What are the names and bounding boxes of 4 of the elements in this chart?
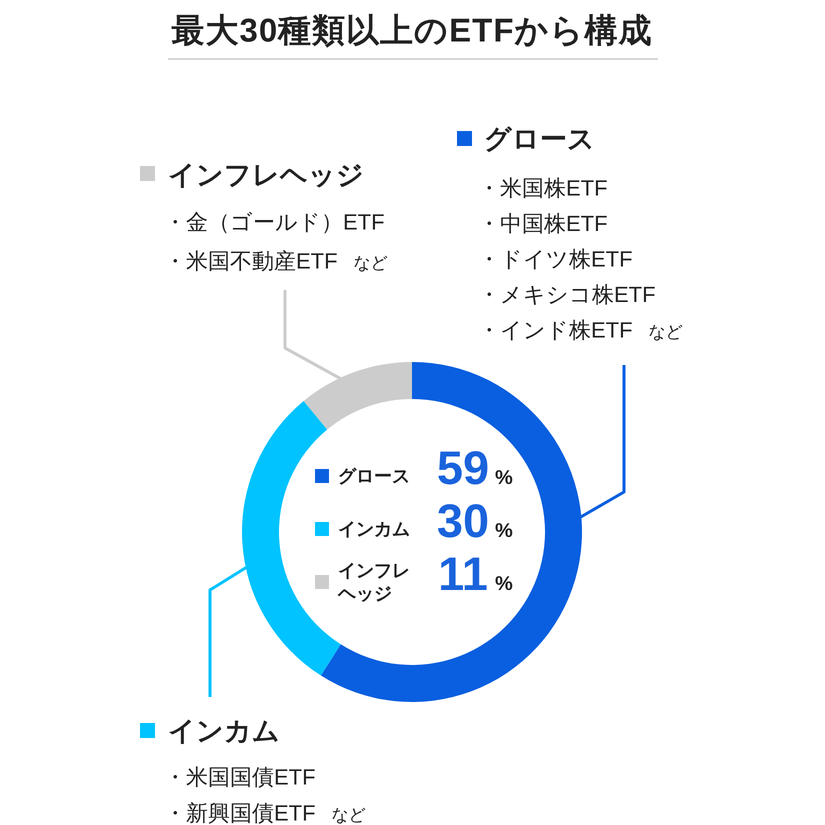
title: 最大30種類以上のETFから構成 <box>171 12 653 48</box>
legend-label: インカム <box>338 519 410 539</box>
legend-label: インフレヘッジ <box>337 560 410 604</box>
legend-label: グロース <box>338 466 410 486</box>
